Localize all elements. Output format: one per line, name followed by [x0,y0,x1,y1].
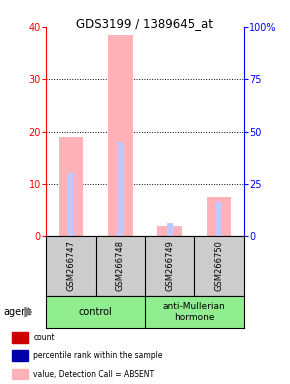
Text: control: control [79,307,113,317]
Bar [117,142,123,236]
Bar [216,202,222,236]
Bar [167,223,173,236]
Bar [59,137,84,236]
Text: anti-Mullerian
hormone: anti-Mullerian hormone [163,302,226,322]
Bar [108,35,133,236]
Text: percentile rank within the sample: percentile rank within the sample [33,351,163,360]
Bar [68,174,74,236]
Text: agent: agent [3,307,31,317]
Text: GSM266748: GSM266748 [116,240,125,291]
Text: GSM266750: GSM266750 [214,240,224,291]
Bar [207,197,231,236]
Text: GDS3199 / 1389645_at: GDS3199 / 1389645_at [77,17,213,30]
Bar [157,226,182,236]
Text: GSM266749: GSM266749 [165,240,174,291]
Text: value, Detection Call = ABSENT: value, Detection Call = ABSENT [33,369,155,379]
Text: count: count [33,333,55,342]
Text: GSM266747: GSM266747 [66,240,76,291]
